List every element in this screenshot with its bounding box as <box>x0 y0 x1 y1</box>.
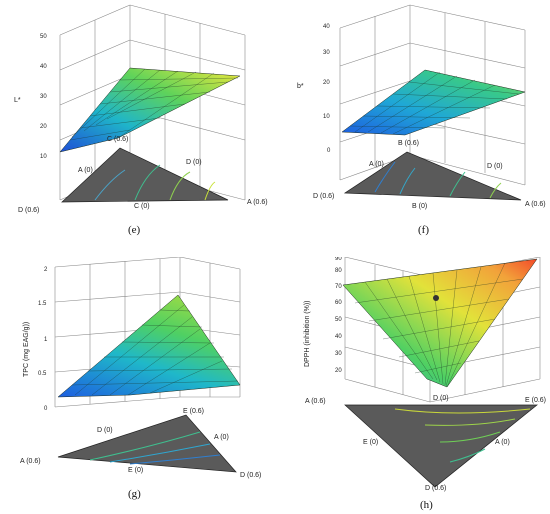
chart-g-z-tick: 2 <box>44 267 48 273</box>
chart-h-svg: 20 30 40 50 60 70 80 90 DPPH (inhibition… <box>304 257 546 492</box>
chart-g-z-ticks: 0 0.5 1 1.5 2 <box>38 267 48 412</box>
chart-g-mid-label: D (0) <box>97 427 113 434</box>
chart-h-mid-label: D (0) <box>433 395 449 402</box>
chart-g-base-triangle <box>57 414 237 473</box>
chart-h-surface-mesh <box>354 262 524 388</box>
chart-f-base-triangle <box>343 151 522 201</box>
chart-f-z-tick: 10 <box>323 114 330 120</box>
chart-h-z-tick: 60 <box>335 300 342 306</box>
panel-e: 10 20 30 40 50 L* <box>0 0 275 257</box>
chart-f-vertex-label: B (0.6) <box>398 140 419 147</box>
chart-g-z-tick: 1 <box>44 337 48 343</box>
chart-h-z-tick: 20 <box>335 368 342 374</box>
chart-h-surface <box>342 258 538 388</box>
chart-e-contours <box>94 164 216 201</box>
chart-e-svg: 10 20 30 40 50 L* <box>14 4 268 214</box>
chart-h-z-tick: 90 <box>335 257 342 262</box>
chart-e-vertex-label: A (0.6) <box>247 199 268 206</box>
chart-e-zlabel: L* <box>14 97 21 104</box>
chart-g-vertex-label: D (0.6) <box>240 472 261 479</box>
chart-e-mid-label: A (0) <box>78 167 93 174</box>
chart-h-mid-label: E (0) <box>363 439 378 446</box>
chart-h-z-tick: 50 <box>335 317 342 323</box>
chart-h-vertex-label: A (0.6) <box>305 398 326 405</box>
chart-h-vertex-label: E (0.6) <box>525 397 546 404</box>
chart-g-surface-mesh <box>71 304 239 396</box>
chart-f-mid-label: A (0) <box>369 161 384 168</box>
chart-e-z-tick: 10 <box>40 154 47 160</box>
chart-h-mid-label: A (0) <box>495 439 510 446</box>
chart-h-z-tick: 70 <box>335 284 342 290</box>
chart-g-svg: 0 0.5 1 1.5 2 TPC (mg EAG/g)) <box>20 257 261 479</box>
chart-f-vertex-label: A (0.6) <box>525 201 546 208</box>
chart-g-z-tick: 1.5 <box>38 301 47 307</box>
chart-e-z-tick: 40 <box>40 64 47 70</box>
chart-e-z-ticks: 10 20 30 40 50 <box>40 34 47 160</box>
chart-g-vertex-label: A (0.6) <box>20 458 41 465</box>
chart-f-surface <box>341 69 526 136</box>
chart-f-z-tick: 40 <box>323 24 330 30</box>
chart-h-base-triangle <box>344 404 538 488</box>
chart-e-z-tick: 50 <box>40 34 47 40</box>
chart-e-surface-mesh <box>69 68 239 141</box>
chart-e-z-tick: 20 <box>40 124 47 130</box>
chart-g-z-tick: 0 <box>44 406 48 412</box>
chart-g-contours <box>89 431 221 465</box>
panel-g-label: (g) <box>128 488 141 500</box>
chart-f-z-ticks: 0 10 20 30 40 <box>323 24 331 154</box>
panel-f: 0 10 20 30 40 b* <box>275 0 550 257</box>
chart-g-z-tick: 0.5 <box>38 371 47 377</box>
chart-f-z-tick: 0 <box>327 148 331 154</box>
chart-f-vertex-label: D (0.6) <box>313 193 334 200</box>
chart-e-z-tick: 30 <box>40 94 47 100</box>
chart-g-vertex-label: E (0.6) <box>183 408 204 415</box>
panel-h-label: (h) <box>420 499 433 511</box>
chart-e-base-triangle <box>61 147 229 203</box>
chart-h-z-tick: 40 <box>335 334 342 340</box>
panel-g: 0 0.5 1 1.5 2 TPC (mg EAG/g)) <box>0 257 275 514</box>
chart-f-z-tick: 30 <box>323 50 330 56</box>
chart-e-mid-label: D (0) <box>186 159 202 166</box>
chart-h-design-point <box>433 295 439 301</box>
chart-f-svg: 0 10 20 30 40 b* <box>297 4 546 210</box>
panel-h: 20 30 40 50 60 70 80 90 DPPH (inhibition… <box>275 257 550 514</box>
panel-e-label: (e) <box>128 224 141 236</box>
chart-h-z-ticks: 20 30 40 50 60 70 80 90 <box>335 257 342 374</box>
chart-f-zlabel: b* <box>297 83 304 90</box>
panel-f-label: (f) <box>418 224 429 236</box>
chart-f-mid-label: D (0) <box>487 163 503 170</box>
chart-f-z-tick: 20 <box>323 80 330 86</box>
chart-e-vertex-label: D (0.6) <box>18 207 39 214</box>
chart-h-vertex-label: D (0.6) <box>425 485 446 492</box>
chart-g-zlabel: TPC (mg EAG/g)) <box>23 322 30 377</box>
chart-f-surface-mesh <box>349 71 520 135</box>
chart-h-zlabel: DPPH (inhibition (%)) <box>304 300 311 367</box>
chart-h-contours <box>394 408 531 463</box>
chart-h-z-tick: 30 <box>335 351 342 357</box>
chart-g-mid-label: A (0) <box>214 434 229 441</box>
chart-f-contours <box>374 161 502 199</box>
chart-h-z-tick: 80 <box>335 268 342 274</box>
chart-f-mid-label: B (0) <box>412 203 427 210</box>
chart-e-surface <box>59 67 241 153</box>
chart-e-vertex-label: C (0.6) <box>107 136 128 143</box>
chart-g-mid-label: E (0) <box>128 467 143 474</box>
chart-e-mid-label: C (0) <box>134 203 150 210</box>
